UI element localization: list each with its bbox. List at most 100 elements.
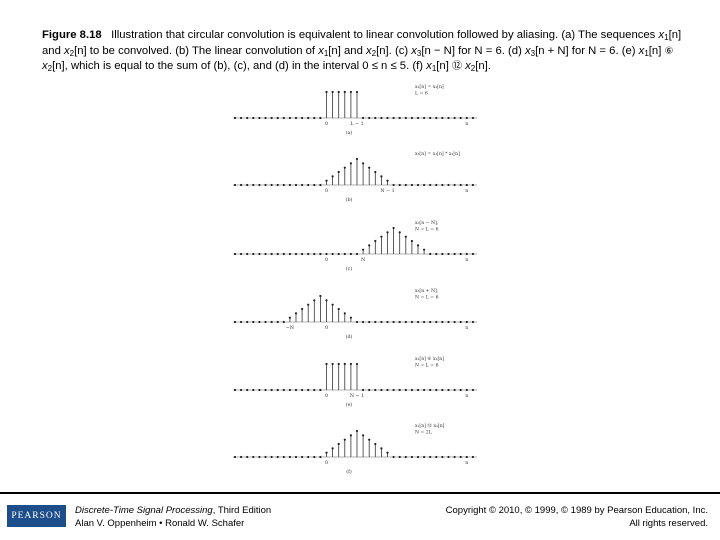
stem-point [392, 183, 395, 187]
caption-text: Illustration that circular convolution i… [111, 29, 659, 41]
panel-legend: x₃[n] = x₁[n] * x₂[n] [415, 151, 460, 157]
stem-point [465, 320, 468, 324]
stem-point [380, 116, 383, 120]
stem-point [307, 455, 310, 459]
stem-point [264, 455, 267, 459]
stem-point [349, 162, 352, 165]
stem-point [343, 362, 346, 366]
stem-point [233, 252, 237, 256]
stem-point [240, 320, 243, 324]
stem-point [252, 116, 255, 120]
caption-index: [n] [475, 60, 488, 72]
stem-point [313, 252, 316, 256]
stem-point [435, 388, 438, 392]
panel-legend: x₁[n] ⑫ x₂[n] [415, 422, 445, 429]
stem-point [441, 388, 444, 392]
stem-point [301, 307, 304, 311]
stem-point [386, 388, 389, 392]
caption-var: x [42, 60, 48, 72]
stem-point [288, 388, 291, 392]
stem-point [465, 388, 468, 392]
stem-point [331, 303, 334, 306]
stem-point [447, 455, 450, 459]
stem-point [368, 320, 371, 324]
tick-label: n [465, 189, 468, 194]
stem-point [325, 451, 328, 454]
stem-point [465, 455, 468, 459]
stem-point [270, 183, 273, 187]
stem-point [307, 183, 310, 187]
stem-point [447, 116, 450, 120]
stem-point [319, 294, 322, 298]
stem-point [404, 183, 407, 187]
stem-point [270, 388, 273, 392]
caption-index: [n] [52, 60, 65, 72]
stem-point [423, 455, 426, 459]
stem-point [246, 252, 249, 256]
stem-point [307, 303, 310, 306]
stem-point [325, 90, 328, 94]
stem-point [301, 116, 304, 120]
stem-point [252, 388, 255, 392]
panel-d: −N 0 n x₃[n + N],N = L = 6 (d) [233, 288, 477, 340]
stem-point [240, 388, 243, 392]
stem-point [270, 252, 273, 256]
stem-point [398, 116, 401, 120]
stem-point [343, 438, 346, 441]
stem-point [471, 116, 474, 120]
stem-point [313, 183, 316, 187]
stem-plots: 0 L − 1 n x₁[n] = x₂[n]L = 6 (a) 0 N − 1 n x₃[n]… [233, 84, 477, 475]
book-edition: , Third Edition [212, 505, 272, 516]
caption-text: for N = 6. (d) [454, 44, 525, 57]
stem-point [398, 455, 401, 459]
caption-text: for N = 6. (e) [568, 44, 639, 57]
stem-point [465, 252, 468, 256]
stem-point [368, 116, 371, 120]
stem-point [392, 320, 395, 324]
caption-sub: 2 [47, 64, 53, 73]
tick-label: N − 1 [350, 393, 364, 399]
stem-point [410, 183, 413, 187]
stem-point [319, 116, 322, 120]
copyright-notice: Copyright © 2010, © 1999, © 1989 by Pear… [446, 505, 708, 530]
stem-point [423, 116, 426, 120]
stem-point [380, 175, 383, 178]
stem-point [282, 320, 285, 324]
caption-var: x [658, 29, 665, 41]
caption-index: [n] [648, 44, 662, 57]
stem-point [252, 183, 255, 187]
stem-point [331, 362, 334, 366]
caption-var: x [465, 60, 471, 72]
caption-text: and [340, 44, 366, 57]
tick-label: −N [286, 325, 294, 331]
stem-point [233, 116, 237, 120]
panel-label: (c) [346, 265, 353, 272]
stem-point [453, 183, 456, 187]
stem-point [288, 183, 291, 187]
stem-point [362, 434, 365, 437]
caption-text: to be convolved. (b) The linear convolut… [86, 44, 319, 57]
stem-point [380, 388, 383, 392]
book-authors: Alan V. Oppenheim • Ronald W. Schafer [75, 517, 245, 529]
caption-sub: 3 [416, 48, 422, 58]
stem-point [343, 90, 346, 94]
stem-point [435, 252, 438, 256]
caption-text: . (c) [388, 44, 412, 57]
stem-point [349, 434, 352, 437]
stem-point [398, 231, 401, 234]
stem-point [276, 252, 279, 256]
stem-point [270, 116, 273, 120]
stem-point [337, 442, 340, 446]
caption-sub: 3 [530, 48, 536, 58]
tick-label: 0 [325, 325, 328, 331]
stem-point [447, 183, 450, 187]
stem-point [404, 455, 407, 459]
caption-index: [n − N] [421, 44, 455, 57]
stem-point [325, 179, 328, 182]
panel-legend: x₃[n − N], [415, 220, 439, 226]
stem-point [416, 455, 420, 459]
stem-point [233, 183, 237, 187]
stem-point [404, 388, 407, 392]
tick-label: 0 [325, 460, 328, 466]
stem-point [398, 183, 401, 187]
